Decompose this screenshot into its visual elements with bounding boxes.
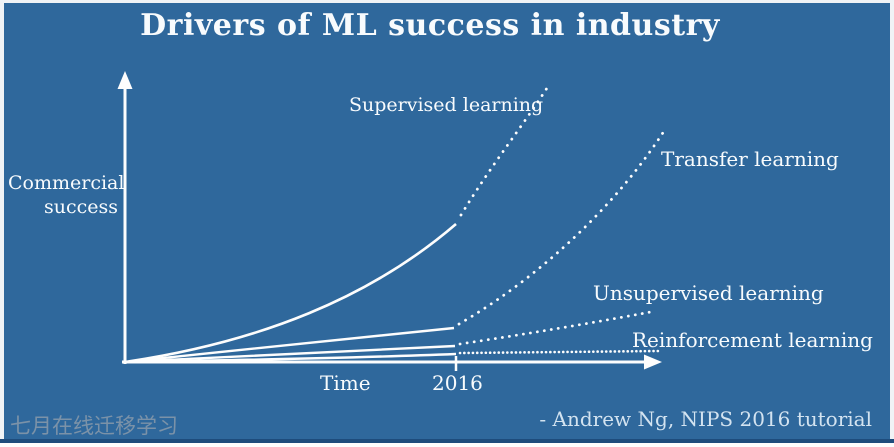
watermark-text: 七月在线迁移学习: [10, 414, 178, 438]
y-axis-label-line1: Commercial: [8, 172, 125, 194]
x-tick-label-2016: 2016: [432, 371, 483, 395]
reinforcement-dotted-line: [460, 351, 658, 353]
bottom-divider-rule: [0, 439, 894, 443]
x-axis-arrowhead: [644, 354, 662, 370]
x-axis-label: Time: [320, 371, 371, 395]
transfer-dotted-line: [459, 128, 666, 324]
supervised-solid-line: [125, 224, 456, 362]
bottom-white-edge: [0, 443, 894, 447]
reinforcement-solid-line: [125, 354, 456, 362]
slide-background: [4, 3, 890, 440]
series-label-unsupervised-learning: Unsupervised learning: [593, 281, 824, 305]
series-label-supervised-learning: Supervised learning: [349, 94, 544, 116]
y-axis-arrowhead: [117, 71, 133, 89]
supervised-dotted-line: [461, 88, 547, 215]
chart-title: Drivers of ML success in industry: [140, 8, 720, 43]
unsupervised-solid-line: [125, 346, 455, 362]
unsupervised-dotted-line: [460, 311, 656, 344]
series-label-transfer-learning: Transfer learning: [661, 147, 839, 171]
y-axis-label: Commercial success: [8, 172, 124, 220]
series-label-reinforcement-learning: Reinforcement learning: [632, 328, 873, 352]
y-axis-label-line2: success: [43, 195, 118, 218]
attribution-text: - Andrew Ng, NIPS 2016 tutorial: [539, 407, 872, 431]
transfer-solid-line: [125, 328, 454, 362]
